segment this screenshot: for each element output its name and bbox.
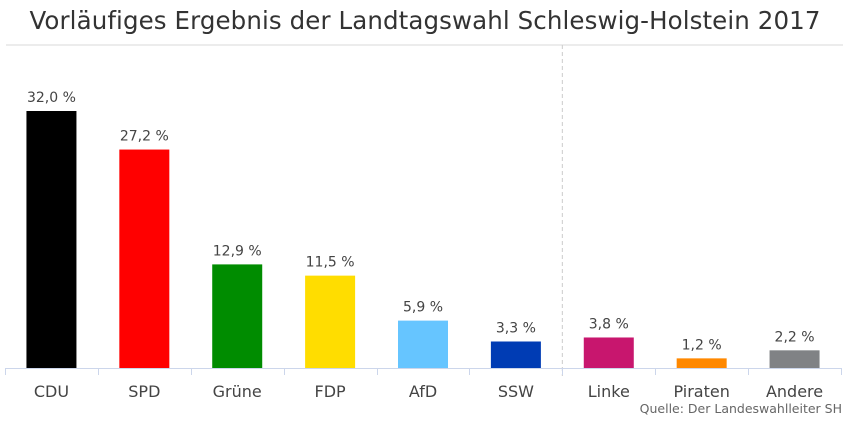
category-label-cdu: CDU xyxy=(34,382,69,401)
bars-group xyxy=(26,111,820,368)
value-label-ssw: 3,3 % xyxy=(496,320,536,336)
value-label-cdu: 32,0 % xyxy=(27,90,76,106)
bar-spd xyxy=(119,149,170,368)
bar-gr-ne xyxy=(212,264,263,368)
x-axis xyxy=(5,368,842,375)
value-label-fdp: 11,5 % xyxy=(306,255,355,271)
bar-andere xyxy=(769,350,820,368)
value-label-piraten: 1,2 % xyxy=(682,337,722,353)
category-label-gr-ne: Grüne xyxy=(213,382,262,401)
bar-cdu xyxy=(26,111,77,368)
bar-ssw xyxy=(490,341,541,368)
category-label-linke: Linke xyxy=(588,382,630,401)
category-labels-group: CDU SPD Grüne FDP AfD SSW Linke Piraten Andere xyxy=(34,382,823,401)
source-credit: Quelle: Der Landeswahlleiter SH xyxy=(639,401,842,416)
value-label-gr-ne: 12,9 % xyxy=(213,243,262,259)
category-label-ssw: SSW xyxy=(498,382,534,401)
value-labels-group: 32,0 % 27,2 % 12,9 % 11,5 % 5,9 % 3,3 % 3,8 % 1… xyxy=(27,90,815,353)
category-label-afd: AfD xyxy=(409,382,437,401)
bar-fdp xyxy=(305,275,356,368)
value-label-andere: 2,2 % xyxy=(775,329,815,345)
category-label-spd: SPD xyxy=(128,382,160,401)
bar-afd xyxy=(398,320,448,368)
bar-piraten xyxy=(676,358,727,368)
value-label-spd: 27,2 % xyxy=(120,129,169,145)
category-label-fdp: FDP xyxy=(315,382,347,401)
value-label-linke: 3,8 % xyxy=(589,316,629,332)
bar-linke xyxy=(583,337,634,368)
category-label-andere: Andere xyxy=(766,382,823,401)
chart-title: Vorläufiges Ergebnis der Landtagswahl Sc… xyxy=(29,6,821,35)
value-label-afd: 5,9 % xyxy=(403,300,443,316)
category-label-piraten: Piraten xyxy=(673,382,729,401)
